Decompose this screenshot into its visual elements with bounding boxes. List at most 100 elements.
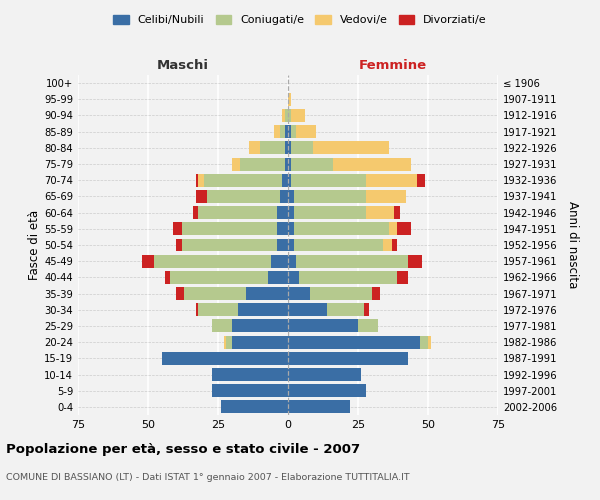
Bar bbox=[367, 190, 406, 203]
Bar bbox=[170, 271, 268, 284]
Bar bbox=[199, 304, 238, 316]
Bar bbox=[288, 158, 291, 170]
Bar bbox=[199, 174, 204, 186]
Bar bbox=[291, 142, 313, 154]
Bar bbox=[176, 287, 184, 300]
Bar bbox=[226, 336, 232, 348]
Bar bbox=[288, 304, 327, 316]
Bar bbox=[277, 222, 288, 235]
Bar bbox=[232, 320, 288, 332]
Bar bbox=[165, 271, 170, 284]
Bar bbox=[260, 142, 285, 154]
Bar bbox=[274, 125, 280, 138]
Bar bbox=[246, 287, 288, 300]
Bar bbox=[268, 271, 288, 284]
Bar bbox=[310, 287, 372, 300]
Bar bbox=[196, 190, 207, 203]
Bar bbox=[358, 320, 377, 332]
Bar bbox=[280, 125, 285, 138]
Bar bbox=[212, 320, 232, 332]
Bar bbox=[142, 254, 154, 268]
Bar bbox=[196, 174, 199, 186]
Bar bbox=[394, 206, 400, 219]
Bar bbox=[204, 174, 283, 186]
Bar bbox=[193, 206, 199, 219]
Bar bbox=[288, 190, 293, 203]
Y-axis label: Fasce di età: Fasce di età bbox=[28, 210, 41, 280]
Bar bbox=[207, 190, 280, 203]
Bar bbox=[293, 238, 383, 252]
Bar bbox=[271, 254, 288, 268]
Bar bbox=[288, 368, 361, 381]
Bar bbox=[291, 109, 305, 122]
Bar bbox=[232, 158, 241, 170]
Bar bbox=[238, 304, 288, 316]
Text: COMUNE DI BASSIANO (LT) - Dati ISTAT 1° gennaio 2007 - Elaborazione TUTTITALIA.I: COMUNE DI BASSIANO (LT) - Dati ISTAT 1° … bbox=[6, 472, 410, 482]
Bar bbox=[288, 238, 293, 252]
Bar bbox=[288, 352, 409, 365]
Bar bbox=[288, 400, 350, 413]
Bar bbox=[288, 109, 291, 122]
Bar bbox=[392, 238, 397, 252]
Bar bbox=[285, 142, 288, 154]
Text: Femmine: Femmine bbox=[359, 60, 427, 72]
Bar bbox=[367, 206, 394, 219]
Bar bbox=[299, 271, 397, 284]
Bar bbox=[288, 320, 358, 332]
Bar bbox=[364, 304, 369, 316]
Bar bbox=[232, 336, 288, 348]
Bar bbox=[288, 271, 299, 284]
Bar bbox=[367, 174, 417, 186]
Bar bbox=[162, 352, 288, 365]
Bar bbox=[288, 93, 291, 106]
Bar bbox=[397, 222, 411, 235]
Bar bbox=[417, 174, 425, 186]
Bar bbox=[296, 254, 409, 268]
Bar bbox=[296, 125, 316, 138]
Bar bbox=[196, 304, 199, 316]
Bar bbox=[389, 222, 397, 235]
Bar bbox=[224, 336, 226, 348]
Bar bbox=[288, 206, 293, 219]
Bar bbox=[184, 287, 246, 300]
Bar bbox=[291, 158, 333, 170]
Bar bbox=[277, 206, 288, 219]
Bar bbox=[383, 238, 392, 252]
Bar bbox=[212, 368, 288, 381]
Bar bbox=[182, 238, 277, 252]
Bar bbox=[241, 158, 285, 170]
Bar bbox=[372, 287, 380, 300]
Bar bbox=[285, 125, 288, 138]
Bar bbox=[288, 287, 310, 300]
Bar bbox=[288, 142, 291, 154]
Bar bbox=[283, 109, 285, 122]
Bar bbox=[333, 158, 411, 170]
Bar bbox=[199, 206, 277, 219]
Bar bbox=[285, 109, 288, 122]
Bar bbox=[288, 125, 291, 138]
Legend: Celibi/Nubili, Coniugati/e, Vedovi/e, Divorziati/e: Celibi/Nubili, Coniugati/e, Vedovi/e, Di… bbox=[109, 10, 491, 30]
Bar bbox=[285, 158, 288, 170]
Bar bbox=[293, 222, 389, 235]
Bar bbox=[288, 336, 419, 348]
Bar bbox=[291, 125, 296, 138]
Text: Popolazione per età, sesso e stato civile - 2007: Popolazione per età, sesso e stato civil… bbox=[6, 442, 360, 456]
Bar bbox=[397, 271, 409, 284]
Bar bbox=[277, 238, 288, 252]
Bar bbox=[283, 174, 288, 186]
Bar bbox=[182, 222, 277, 235]
Bar bbox=[249, 142, 260, 154]
Text: Maschi: Maschi bbox=[157, 60, 209, 72]
Bar bbox=[154, 254, 271, 268]
Bar bbox=[288, 174, 291, 186]
Bar bbox=[221, 400, 288, 413]
Bar bbox=[419, 336, 428, 348]
Bar bbox=[291, 174, 367, 186]
Bar bbox=[313, 142, 389, 154]
Bar bbox=[212, 384, 288, 397]
Bar bbox=[288, 222, 293, 235]
Bar bbox=[293, 206, 367, 219]
Bar bbox=[327, 304, 364, 316]
Bar bbox=[176, 238, 182, 252]
Bar bbox=[409, 254, 422, 268]
